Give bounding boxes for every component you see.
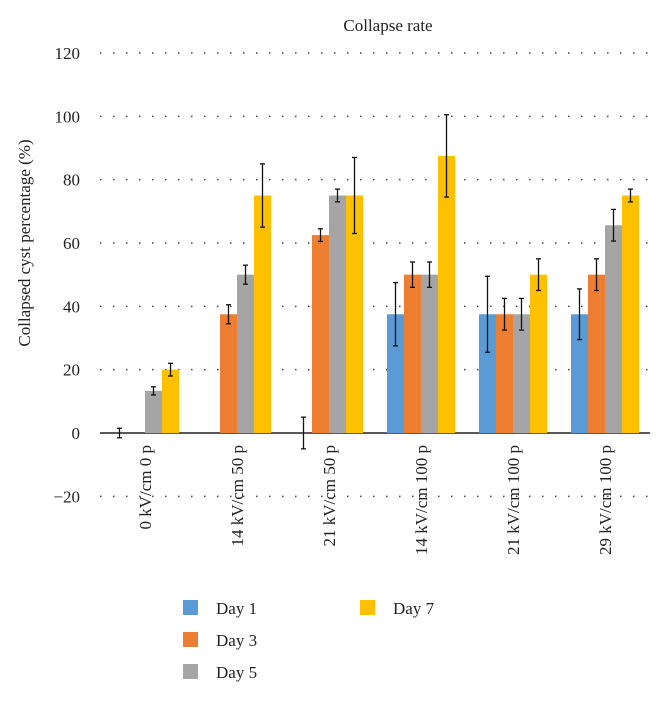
x-tick-label: 0 kV/cm 0 p xyxy=(136,445,155,530)
bar-day-5 xyxy=(421,274,438,433)
y-tick-label: 60 xyxy=(63,234,80,253)
bar-day-5 xyxy=(237,274,254,433)
bar-day-7 xyxy=(530,274,547,433)
y-tick-label: 40 xyxy=(63,297,80,316)
y-tick-label: 80 xyxy=(63,171,80,190)
bar-day-5 xyxy=(329,195,346,433)
legend-label: Day 3 xyxy=(216,631,257,650)
bar-day-5 xyxy=(145,390,162,433)
bar-day-1 xyxy=(387,314,404,433)
bar-day-3 xyxy=(312,235,329,433)
bar-day-3 xyxy=(496,314,513,433)
bar-day-7 xyxy=(254,195,271,433)
chart-title: Collapse rate xyxy=(343,16,432,35)
legend-swatch xyxy=(360,600,375,615)
x-tick-label: 14 kV/cm 50 p xyxy=(228,445,247,547)
y-tick-label: 0 xyxy=(72,424,81,443)
bar-day-1 xyxy=(479,314,496,433)
bar-day-7 xyxy=(346,195,363,433)
bar-day-1 xyxy=(571,314,588,433)
bar-day-3 xyxy=(404,274,421,433)
y-tick-label: −20 xyxy=(53,487,80,506)
legend-swatch xyxy=(183,600,198,615)
bar-day-5 xyxy=(513,314,530,433)
legend-swatch xyxy=(183,664,198,679)
bar-day-5 xyxy=(605,225,622,433)
y-axis-label: Collapsed cyst percentage (%) xyxy=(15,139,34,346)
y-tick-label: 120 xyxy=(55,44,81,63)
legend-label: Day 1 xyxy=(216,599,257,618)
bar-day-7 xyxy=(162,369,179,433)
x-tick-label: 21 kV/cm 50 p xyxy=(320,445,339,547)
bar-day-7 xyxy=(438,155,455,433)
legend-label: Day 5 xyxy=(216,663,257,682)
x-tick-label: 21 kV/cm 100 p xyxy=(504,445,523,555)
legend-swatch xyxy=(183,632,198,647)
x-tick-label: 14 kV/cm 100 p xyxy=(412,445,431,555)
y-tick-label: 20 xyxy=(63,361,80,380)
x-tick-label: 29 kV/cm 100 p xyxy=(596,445,615,555)
legend-label: Day 7 xyxy=(393,599,435,618)
y-tick-label: 100 xyxy=(55,107,81,126)
bar-day-3 xyxy=(220,314,237,433)
bar-day-3 xyxy=(588,274,605,433)
bar-day-7 xyxy=(622,195,639,433)
